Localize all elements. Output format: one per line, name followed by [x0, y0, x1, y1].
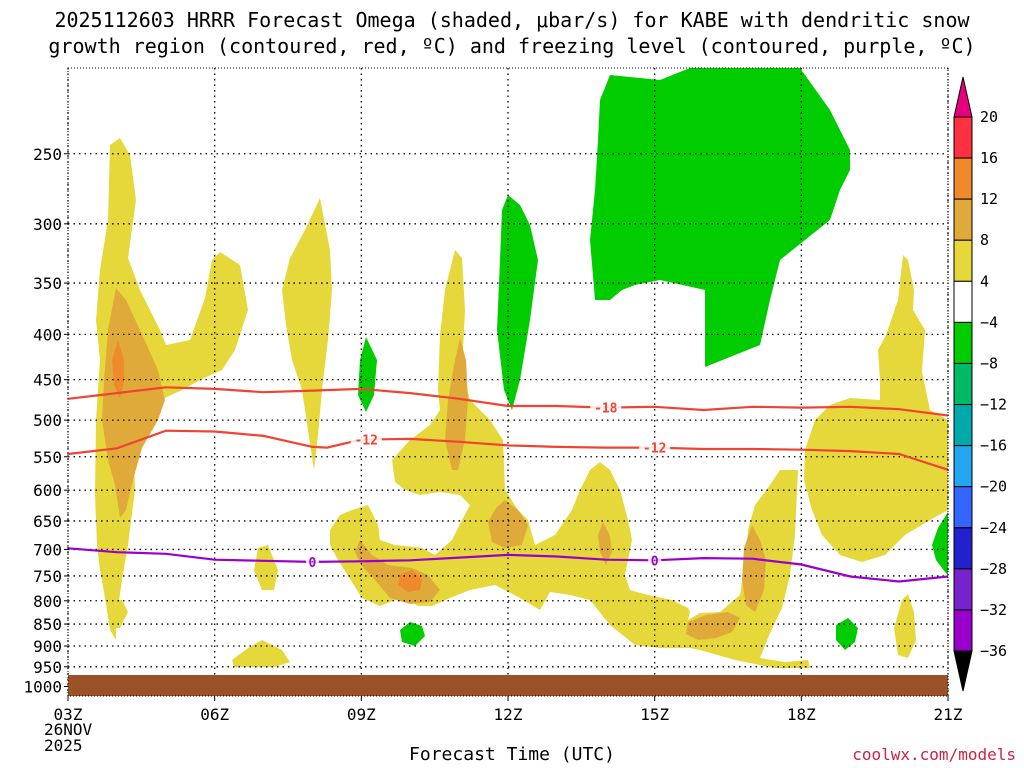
start-date-label: 26NOV 2025 — [44, 722, 92, 754]
colorbar-level-label: −16 — [980, 437, 1007, 455]
x-tick-label: 21Z — [934, 705, 963, 724]
pressure-axis: 250 300 350 400 450 500 550 600 650 700 750 800 850 9… — [23, 145, 68, 697]
ground-below-surface — [68, 675, 948, 696]
omega-region-12-16 — [112, 340, 124, 398]
y-tick-label: 650 — [33, 512, 62, 531]
contour-labels: -18 -12 -12 0 0 — [305, 399, 671, 571]
contour-label-bg — [648, 552, 662, 568]
colorbar-top-arrow — [953, 76, 973, 118]
colorbar-level-label: −32 — [980, 601, 1007, 619]
colorbar-level-label: 8 — [980, 231, 989, 249]
colorbar-swatch — [953, 321, 973, 364]
plot-grid — [67, 68, 949, 696]
y-tick-label: 250 — [33, 145, 62, 164]
omega-region-4-8 — [254, 545, 278, 590]
colorbar-swatch — [953, 445, 973, 488]
contour-label-bg — [639, 439, 671, 455]
y-tick-label: 1000 — [23, 678, 62, 697]
x-tick-label: 03Z — [54, 705, 83, 724]
omega-region-8-12 — [598, 522, 612, 565]
colorbar-swatch — [953, 568, 973, 611]
omega-region-4-8 — [232, 640, 290, 667]
colorbar-swatch — [953, 198, 973, 241]
colorbar-swatch — [953, 116, 973, 159]
y-tick-label: 550 — [33, 448, 62, 467]
colorbar-swatch — [953, 527, 973, 570]
x-tick-label: 18Z — [787, 705, 816, 724]
contour-label: -12 — [643, 442, 666, 457]
y-tick-label: 400 — [33, 325, 62, 344]
colorbar-swatch — [953, 157, 973, 200]
start-date-day: 26NOV — [44, 720, 93, 739]
colorbar-swatch — [953, 486, 973, 529]
contour-label: -12 — [354, 434, 377, 449]
chart-title-line-1: 2025112603 HRRR Forecast Omega (shaded, … — [54, 8, 970, 32]
y-tick-label: 300 — [33, 215, 62, 234]
colorbar-swatch — [953, 280, 973, 323]
colorbar-level-label: −28 — [980, 560, 1007, 578]
omega-region-4-8 — [894, 594, 916, 658]
omega-region-4-8 — [95, 138, 248, 640]
contour-label: 0 — [651, 554, 659, 569]
time-axis: 03Z 06Z 09Z 12Z 15Z 18Z 21Z — [54, 696, 963, 724]
colorbar-level-label: −4 — [980, 313, 998, 331]
omega-region-8-12 — [445, 338, 468, 470]
source-credit: coolwx.com/models — [852, 745, 1016, 764]
colorbar-level-label: −8 — [980, 354, 998, 372]
colorbar-swatch — [953, 239, 973, 282]
y-tick-label: 500 — [33, 411, 62, 430]
colorbar-level-label: −36 — [980, 642, 1007, 660]
y-tick-label: 450 — [33, 371, 62, 390]
x-axis-title: Forecast Time (UTC) — [409, 744, 615, 765]
contour-label: -18 — [594, 402, 618, 417]
colorbar-level-label: −20 — [980, 478, 1007, 496]
y-tick-label: 850 — [33, 615, 62, 634]
omega-region-neg4 — [590, 68, 850, 367]
y-tick-label: 350 — [33, 274, 62, 293]
omega-colorbar: 20 16 12 8 4 −4 −8 −12 −16 −20 −24 −28 −32 −36 — [953, 76, 1007, 692]
omega-region-8-12 — [488, 500, 528, 548]
colorbar-level-label: 12 — [980, 190, 998, 208]
y-tick-label: 950 — [33, 658, 62, 677]
colorbar-level-label: 20 — [980, 108, 998, 126]
omega-region-neg4 — [400, 622, 425, 646]
omega-region-8-12 — [686, 612, 740, 640]
x-tick-label: 06Z — [200, 705, 229, 724]
colorbar-level-label: 16 — [980, 149, 998, 167]
colorbar-level-label: −12 — [980, 396, 1007, 414]
omega-region-4-8 — [108, 600, 128, 628]
omega-region-4-8 — [282, 198, 332, 470]
omega-region-8-12 — [742, 525, 766, 612]
colorbar-bottom-arrow — [953, 650, 973, 692]
chart-title-line-2: growth region (contoured, red, ºC) and f… — [48, 34, 976, 58]
y-tick-label: 600 — [33, 481, 62, 500]
colorbar-swatch — [953, 362, 973, 406]
x-tick-label: 09Z — [347, 705, 376, 724]
y-tick-label: 700 — [33, 540, 62, 559]
colorbar-level-label: −24 — [980, 519, 1007, 537]
temperature-contours — [68, 386, 948, 583]
omega-region-neg4 — [497, 195, 538, 410]
contour-label: 0 — [309, 556, 317, 571]
colorbar-swatch — [953, 404, 973, 447]
x-tick-label: 15Z — [640, 705, 669, 724]
contour-label-bg — [305, 553, 319, 569]
y-tick-label: 800 — [33, 592, 62, 611]
x-tick-label: 12Z — [494, 705, 523, 724]
freezing-level-contour — [68, 547, 948, 583]
dgz-contour-minus12 — [68, 429, 948, 471]
start-date-year: 2025 — [44, 736, 83, 755]
y-tick-label: 750 — [33, 567, 62, 586]
omega-region-neg4 — [358, 337, 377, 412]
colorbar-swatch — [953, 609, 973, 652]
omega-region-neg4 — [932, 512, 948, 575]
contour-label-bg — [590, 399, 622, 415]
omega-region-neg4 — [836, 618, 858, 650]
colorbar-level-label: 4 — [980, 272, 989, 290]
y-tick-label: 900 — [33, 637, 62, 656]
contour-label-bg — [350, 431, 382, 447]
omega-region-4-8 — [330, 250, 810, 668]
dgz-contour-minus18 — [68, 386, 948, 417]
